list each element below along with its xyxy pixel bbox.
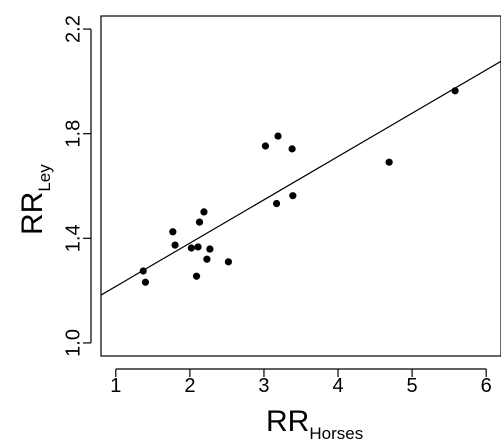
y-axis: 1.0 1.4 1.8 2.2 — [62, 15, 92, 357]
data-point-3 — [169, 228, 177, 236]
y-axis-title: RRLey — [16, 164, 54, 235]
data-point-11 — [206, 245, 214, 253]
x-tick-label: 5 — [407, 375, 418, 397]
x-tick-label: 6 — [481, 375, 492, 397]
data-point-9 — [200, 208, 208, 216]
y-tick-label: 1.4 — [62, 224, 84, 252]
data-point-1 — [139, 267, 147, 275]
x-axis: 1 2 3 4 5 6 — [110, 368, 492, 397]
data-point-17 — [289, 192, 297, 200]
x-tick-label: 1 — [110, 375, 121, 397]
regression-line-group — [100, 60, 501, 296]
data-point-6 — [192, 272, 201, 280]
data-point-2 — [141, 278, 150, 286]
regression-line — [100, 60, 501, 296]
data-point-13 — [261, 142, 270, 150]
data-point-8 — [195, 218, 204, 226]
data-point-10 — [203, 255, 211, 263]
data-point-18 — [385, 158, 393, 166]
data-point-4 — [171, 241, 179, 249]
x-tick-label: 3 — [258, 375, 269, 397]
data-point-5 — [187, 244, 195, 252]
y-tick-label: 1.0 — [62, 329, 84, 357]
y-tick-label: 1.8 — [62, 120, 84, 148]
data-point-19 — [451, 87, 459, 95]
plot-frame — [100, 15, 501, 357]
data-point-16 — [288, 145, 296, 153]
data-point-15 — [274, 132, 282, 140]
x-tick-label: 2 — [184, 375, 195, 397]
data-points — [139, 87, 459, 286]
data-point-12 — [224, 258, 233, 266]
data-point-14 — [272, 199, 281, 208]
y-tick-label: 2.2 — [62, 15, 84, 43]
data-point-7 — [194, 243, 202, 251]
x-axis-title: RRHorses — [266, 405, 363, 441]
x-tick-label: 4 — [332, 375, 343, 397]
